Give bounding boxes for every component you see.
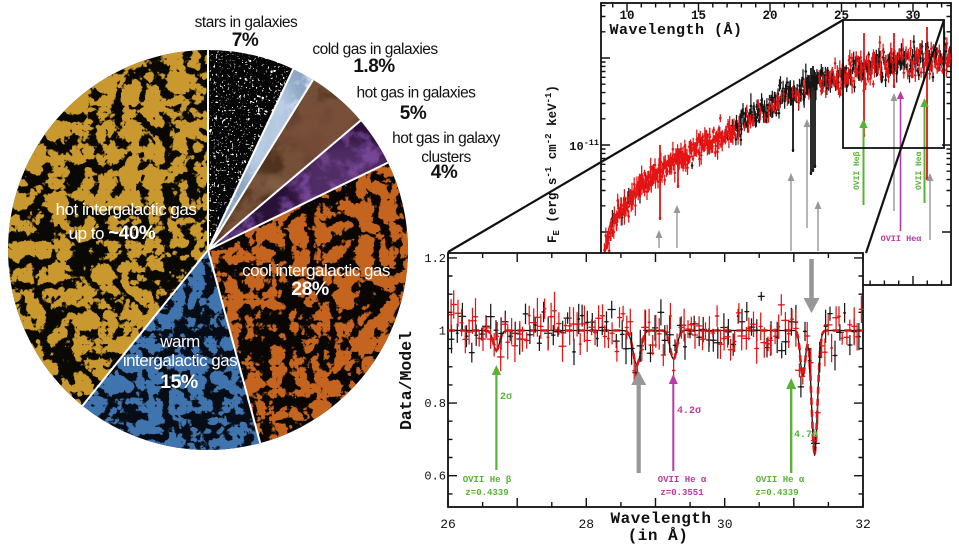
svg-text:5%: 5% [400, 103, 427, 124]
svg-text:warm: warm [159, 332, 200, 351]
svg-text:OVII He α: OVII He α [658, 475, 707, 485]
svg-text:FE (erg s-1 cm-2 keV-1): FE (erg s-1 cm-2 keV-1) [544, 85, 562, 243]
svg-text:(in Å): (in Å) [628, 526, 689, 545]
svg-text:10: 10 [619, 9, 634, 23]
svg-text:32: 32 [855, 517, 871, 532]
svg-text:Wavelength (Å): Wavelength (Å) [609, 22, 742, 39]
svg-text:clusters: clusters [421, 149, 471, 166]
svg-text:Wavelength: Wavelength [610, 510, 711, 528]
svg-text:stars in galaxies: stars in galaxies [195, 14, 298, 31]
svg-text:up to ~40%: up to ~40% [69, 223, 156, 244]
svg-text:4.7σ: 4.7σ [794, 430, 818, 441]
svg-text:OVII Heβ: OVII Heβ [853, 151, 862, 190]
svg-text:15: 15 [691, 9, 706, 23]
svg-text:z=0.3551: z=0.3551 [660, 488, 704, 498]
svg-text:hot intergalactic gas: hot intergalactic gas [56, 200, 197, 219]
svg-text:cold gas in galaxies: cold gas in galaxies [312, 41, 438, 58]
svg-text:4.2σ: 4.2σ [677, 406, 701, 417]
svg-text:0.8: 0.8 [424, 397, 446, 411]
svg-text:cool intergalactic gas: cool intergalactic gas [242, 261, 390, 280]
svg-text:OVII He β: OVII He β [463, 475, 512, 485]
svg-text:1.2: 1.2 [424, 252, 446, 266]
svg-text:hot gas in galaxy: hot gas in galaxy [392, 130, 501, 147]
svg-text:intergalactic gas: intergalactic gas [123, 351, 237, 370]
svg-text:1: 1 [439, 325, 446, 339]
svg-text:hot gas in galaxies: hot gas in galaxies [357, 85, 477, 102]
svg-text:z=0.4339: z=0.4339 [755, 488, 798, 498]
svg-text:26: 26 [440, 517, 456, 532]
svg-text:z=0.4339: z=0.4339 [465, 488, 508, 498]
svg-text:7%: 7% [232, 30, 259, 51]
svg-text:Data/Model: Data/Model [397, 331, 416, 430]
svg-text:2σ: 2σ [500, 392, 512, 403]
svg-text:4%: 4% [431, 162, 458, 183]
svg-text:15%: 15% [160, 371, 198, 393]
svg-text:0.6: 0.6 [424, 470, 446, 484]
svg-text:OVII Heα: OVII Heα [915, 151, 924, 190]
svg-text:OVII Heα: OVII Heα [881, 234, 923, 244]
svg-text:OVII He α: OVII He α [756, 475, 805, 485]
svg-text:30: 30 [717, 517, 733, 532]
svg-text:28: 28 [578, 517, 594, 532]
svg-text:10-11: 10-11 [569, 138, 599, 154]
svg-text:28%: 28% [291, 278, 329, 300]
svg-text:20: 20 [762, 9, 777, 23]
svg-text:1.8%: 1.8% [353, 56, 395, 77]
